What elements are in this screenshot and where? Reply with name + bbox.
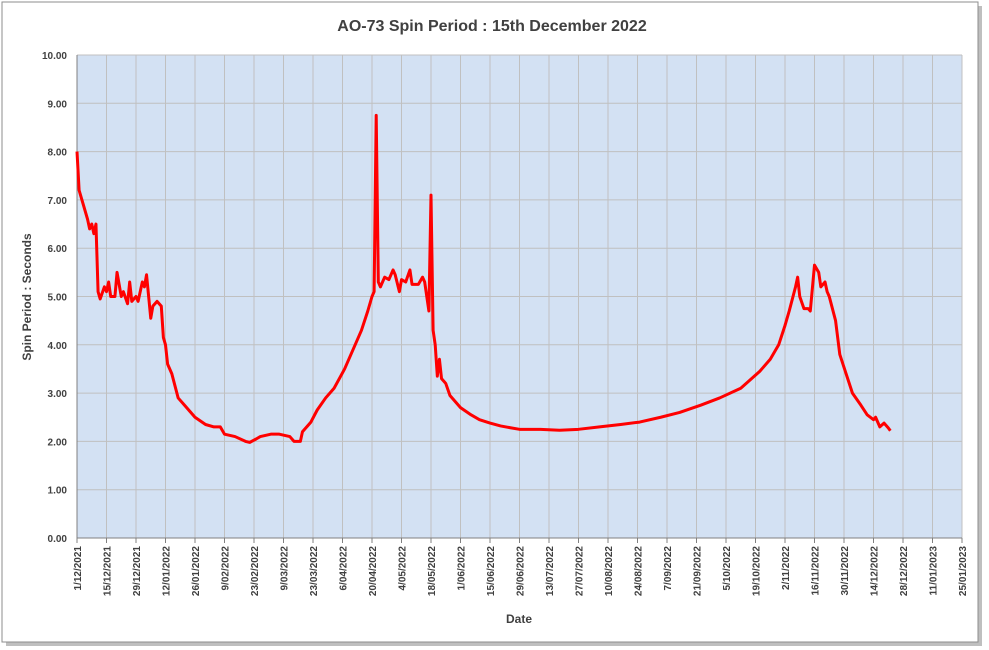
y-tick-label: 5.00 [48, 293, 68, 304]
x-tick-label: 6/04/2022 [339, 546, 350, 591]
y-tick-label: 7.00 [48, 196, 68, 207]
x-tick-label: 25/01/2023 [958, 546, 969, 596]
x-tick-label: 1/06/2022 [457, 546, 468, 591]
x-tick-label: 19/10/2022 [752, 546, 763, 596]
x-tick-label: 15/06/2022 [486, 546, 497, 596]
y-tick-label: 6.00 [48, 244, 68, 255]
x-tick-label: 30/11/2022 [840, 546, 851, 596]
x-tick-label: 24/08/2022 [634, 546, 645, 596]
x-tick-label: 12/01/2022 [162, 546, 173, 596]
x-tick-label: 15/12/2021 [103, 546, 114, 596]
x-tick-label: 20/04/2022 [368, 546, 379, 596]
x-tick-label: 21/09/2022 [693, 546, 704, 596]
x-tick-label: 29/12/2021 [132, 546, 143, 596]
x-tick-label: 29/06/2022 [516, 546, 527, 596]
x-tick-label: 9/03/2022 [280, 546, 291, 591]
x-tick-label: 27/07/2022 [575, 546, 586, 596]
y-tick-label: 3.00 [48, 389, 68, 400]
x-tick-label: 13/07/2022 [545, 546, 556, 596]
x-tick-label: 10/08/2022 [604, 546, 615, 596]
y-tick-label: 9.00 [48, 99, 68, 110]
x-tick-label: 16/11/2022 [811, 546, 822, 596]
x-tick-label: 23/02/2022 [250, 546, 261, 596]
x-tick-label: 14/12/2022 [870, 546, 881, 596]
x-tick-label: 23/03/2022 [309, 546, 320, 596]
y-tick-label: 10.00 [42, 51, 67, 62]
y-tick-label: 0.00 [48, 534, 68, 545]
x-tick-label: 5/10/2022 [722, 546, 733, 591]
x-tick-label: 4/05/2022 [398, 546, 409, 591]
x-tick-label: 26/01/2022 [191, 546, 202, 596]
y-axis-label: Spin Period : Seconds [20, 233, 34, 361]
data-line [75, 113, 892, 444]
x-tick-label: 9/02/2022 [221, 546, 232, 591]
x-tick-label: 11/01/2023 [929, 546, 940, 596]
y-tick-label: 8.00 [48, 148, 68, 159]
x-tick-label: 2/11/2022 [781, 546, 792, 590]
chart-title: AO-73 Spin Period : 15th December 2022 [337, 18, 647, 35]
x-tick-label: 7/09/2022 [663, 546, 674, 591]
y-tick-label: 1.00 [48, 486, 68, 497]
x-tick-label: 28/12/2022 [899, 546, 910, 596]
x-tick-label: 18/05/2022 [427, 546, 438, 596]
y-tick-label: 4.00 [48, 341, 68, 352]
x-axis-label: Date [506, 612, 532, 626]
x-tick-label: 1/12/2021 [73, 546, 84, 591]
y-tick-label: 2.00 [48, 437, 68, 448]
